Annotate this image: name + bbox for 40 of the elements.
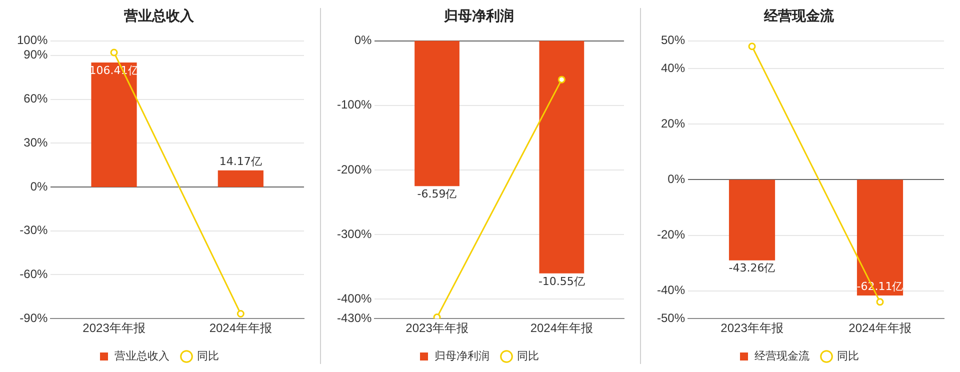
y-tick-label: -20% xyxy=(657,228,686,242)
chart-title: 营业总收入 xyxy=(123,7,195,24)
data-label: -43.26亿 xyxy=(728,262,776,275)
y-tick-label: 0% xyxy=(354,33,372,48)
x-tick-label: 2024年年报 xyxy=(530,321,594,336)
y-tick-label: -300% xyxy=(337,226,372,241)
chart-title: 经营现金流 xyxy=(763,7,835,24)
y-tick-label: 20% xyxy=(660,116,686,130)
y-tick-label: -40% xyxy=(657,283,686,298)
legend-label: 经营现金流 xyxy=(754,350,810,363)
y-tick-label: 90% xyxy=(24,48,48,62)
x-tick-label: 2024年年报 xyxy=(848,321,912,336)
legend-label: 营业总收入 xyxy=(114,350,170,363)
legend-label: 同比 xyxy=(837,350,859,363)
x-tick-label: 2023年年报 xyxy=(406,321,468,336)
y-tick-label: -50% xyxy=(657,310,686,325)
legend-label: 归母净利润 xyxy=(434,350,490,363)
y-tick-label: 50% xyxy=(660,33,686,48)
y-tick-label: 0% xyxy=(668,172,686,186)
y-tick-label: 60% xyxy=(24,92,48,106)
data-label: -6.59亿 xyxy=(417,187,457,200)
x-tick-label: 2023年年报 xyxy=(82,321,146,336)
x-tick-label: 2023年年报 xyxy=(720,321,784,336)
legend-label: 同比 xyxy=(197,350,219,363)
x-tick-label: 2024年年报 xyxy=(209,321,272,336)
data-label: 14.17亿 xyxy=(219,154,262,168)
legend-label: 同比 xyxy=(517,350,539,363)
y-tick-label: -90% xyxy=(20,310,48,325)
y-tick-label: 40% xyxy=(660,60,686,75)
y-tick-label: -200% xyxy=(337,162,372,176)
data-label: -10.55亿 xyxy=(538,274,585,288)
y-tick-label: 100% xyxy=(16,33,48,48)
y-tick-label: -400% xyxy=(337,292,372,306)
y-tick-label: 30% xyxy=(24,135,48,150)
y-tick-label: -100% xyxy=(337,98,372,112)
y-tick-label: -430% xyxy=(337,310,372,325)
y-tick-label: 0% xyxy=(30,179,48,194)
y-tick-label: -30% xyxy=(20,223,48,238)
y-tick-label: -60% xyxy=(20,267,48,282)
chart-title: 归母净利润 xyxy=(443,7,514,24)
